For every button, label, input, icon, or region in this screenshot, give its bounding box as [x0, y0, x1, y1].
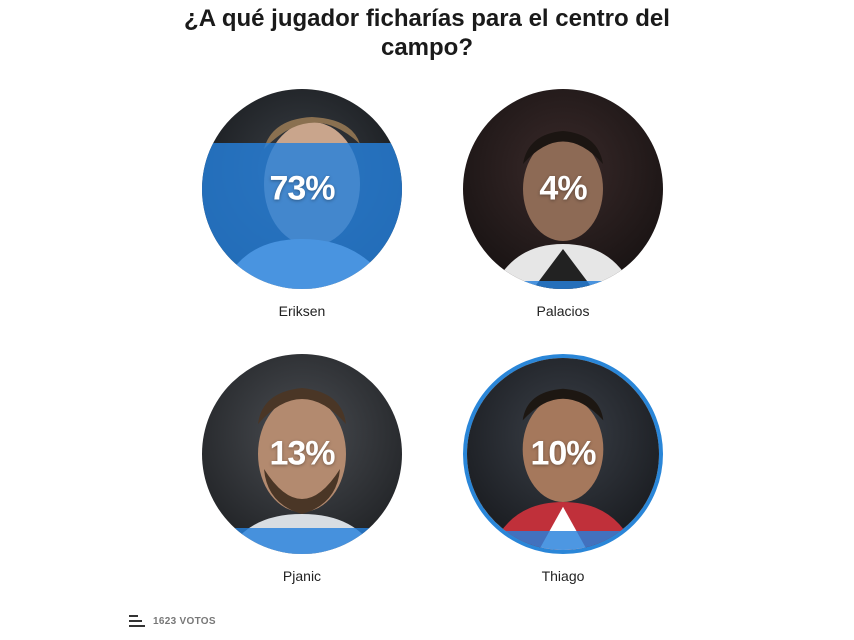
percent-label: 10%: [530, 434, 596, 473]
poll-title-line-1: ¿A qué jugador ficharías para el centro …: [184, 5, 670, 32]
percent-label: 13%: [269, 434, 335, 473]
vote-share-fill: [202, 143, 402, 289]
option-photo-circle[interactable]: 4%: [463, 89, 663, 289]
percent-label: 73%: [269, 169, 335, 208]
bar-chart-icon: [129, 615, 145, 627]
option-photo-circle[interactable]: 73%: [202, 89, 402, 289]
votes-count: 1623 VOTOS: [153, 615, 216, 627]
percent-label: 4%: [539, 169, 587, 208]
poll-title: ¿A qué jugador ficharías para el centro …: [0, 4, 854, 62]
poll-option-thiago[interactable]: 10% Thiago: [463, 354, 663, 584]
poll-title-line-2: campo?: [380, 34, 473, 61]
option-name: Thiago: [541, 568, 585, 584]
option-photo-circle[interactable]: 13%: [202, 354, 402, 554]
option-name: Palacios: [536, 303, 590, 319]
poll-option-palacios[interactable]: 4% Palacios: [463, 89, 663, 319]
option-name: Pjanic: [282, 568, 322, 584]
votes-footer: 1623 VOTOS: [129, 615, 216, 627]
option-photo-circle[interactable]: 10%: [463, 354, 663, 554]
vote-share-fill: [202, 528, 402, 554]
player-photo-palacios: [463, 89, 663, 289]
option-name: Eriksen: [278, 303, 326, 319]
player-photo-pjanic: [202, 354, 402, 554]
poll-option-eriksen[interactable]: 73% Eriksen: [202, 89, 402, 319]
vote-share-fill: [467, 530, 659, 550]
poll-option-pjanic[interactable]: 13% Pjanic: [202, 354, 402, 584]
vote-share-fill: [463, 281, 663, 289]
